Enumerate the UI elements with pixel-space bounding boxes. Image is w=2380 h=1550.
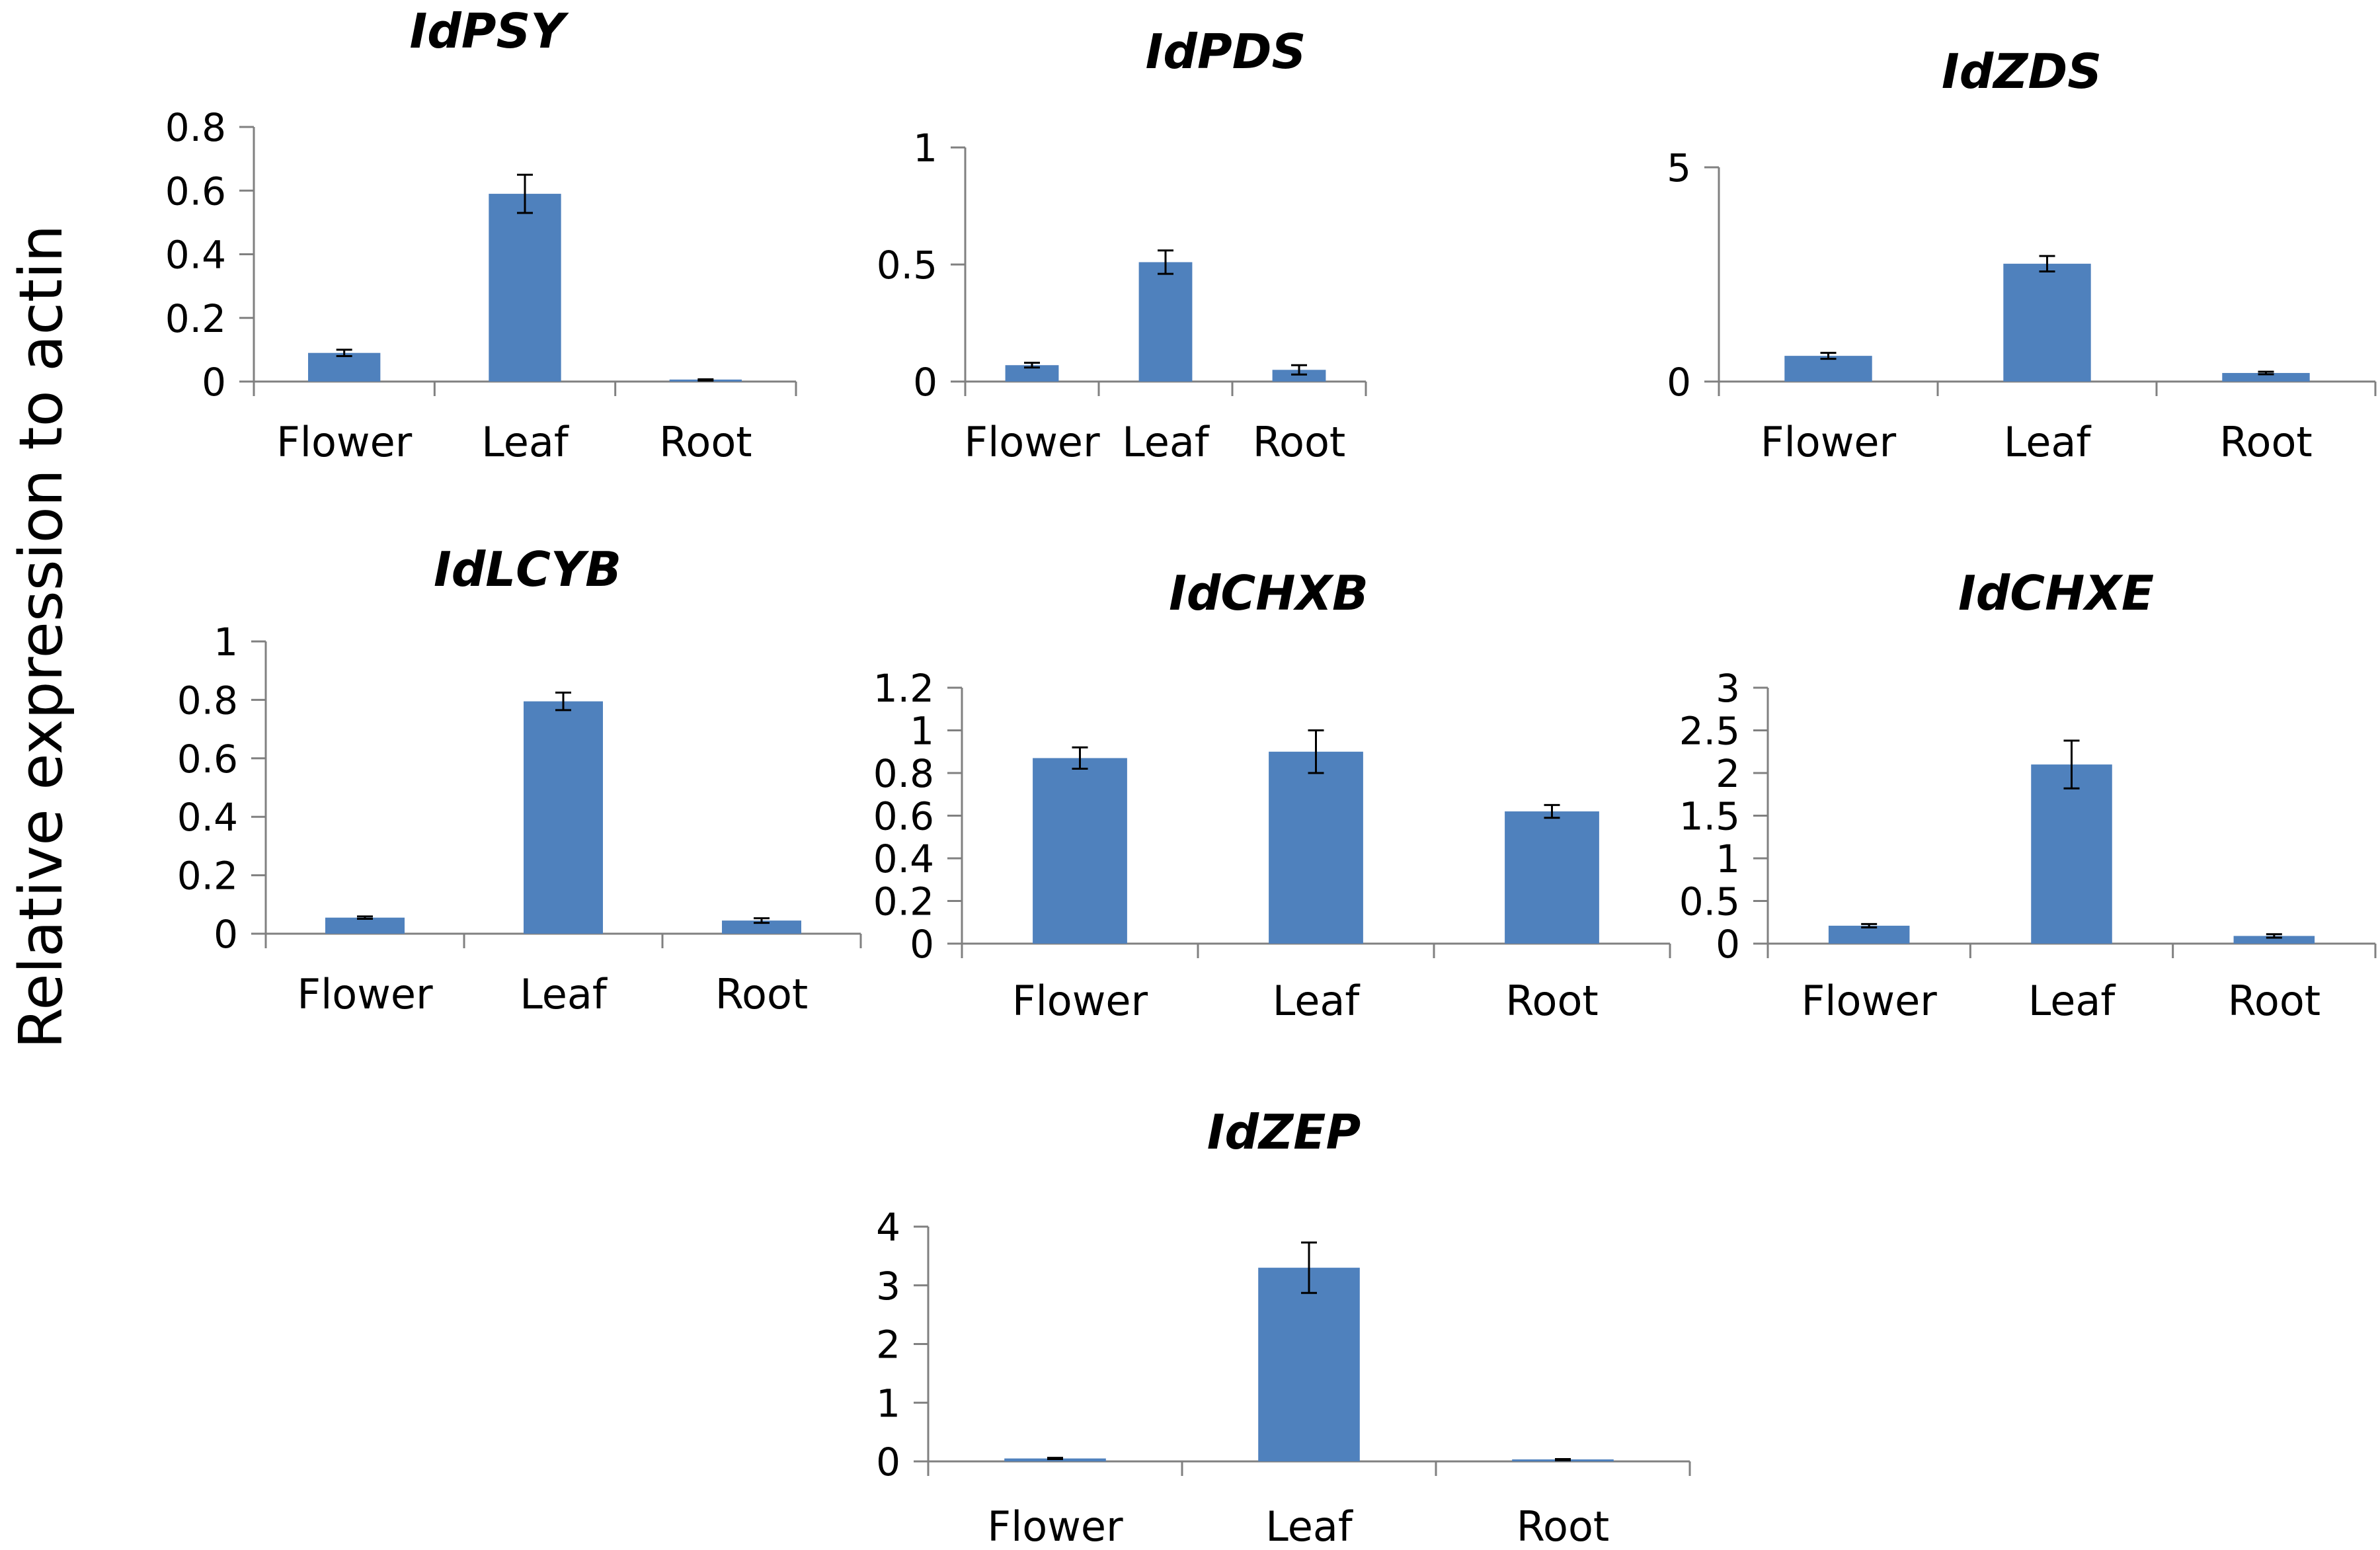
category-label: Flower — [1761, 418, 1897, 466]
y-tick-label: 1 — [876, 1381, 900, 1426]
y-tick-label: 3 — [1716, 666, 1740, 711]
category-label: Root — [715, 970, 808, 1018]
chart-title: IdPSY — [409, 3, 569, 59]
bar-leaf — [489, 194, 561, 382]
y-tick-label: 1.2 — [873, 666, 934, 711]
category-label: Leaf — [1265, 1502, 1354, 1550]
category-label: Root — [659, 418, 752, 466]
chart-panel-IdPSY: IdPSY 0 0.2 0.4 0.6 0.8 Flower Leaf Root — [165, 3, 797, 466]
y-tick-label: 0.6 — [873, 794, 934, 839]
y-tick-label: 0.5 — [1679, 879, 1740, 924]
category-label: Leaf — [1122, 418, 1210, 466]
category-label: Leaf — [1273, 977, 1361, 1025]
bar-root — [1272, 370, 1326, 382]
y-tick-label: 0.8 — [165, 105, 226, 150]
category-label: Flower — [297, 970, 433, 1018]
y-tick-label: 0.4 — [177, 795, 238, 840]
chart-panel-IdZDS: IdZDS 0 5 Flower Leaf Root — [1667, 44, 2377, 466]
y-tick-label: 0.4 — [165, 233, 226, 278]
y-axis-label: Relative expression to actin — [7, 225, 76, 1049]
bar-root — [1505, 811, 1599, 944]
chart-panel-IdPDS: IdPDS 0 0.5 1 Flower Leaf Root — [877, 24, 1367, 466]
y-tick-label: 3 — [876, 1264, 900, 1309]
bar-flower — [1784, 356, 1872, 382]
y-tick-label: 5 — [1667, 145, 1691, 190]
y-tick-label: 0 — [1667, 360, 1691, 405]
y-tick-label: 0 — [876, 1440, 900, 1485]
category-label: Flower — [1012, 977, 1148, 1025]
y-tick-label: 0.6 — [177, 737, 238, 782]
y-tick-label: 2.5 — [1679, 709, 1740, 754]
bar-root — [2233, 936, 2315, 944]
bar-flower — [308, 352, 381, 382]
y-tick-label: 1.5 — [1679, 794, 1740, 839]
y-tick-label: 0.2 — [177, 854, 238, 899]
y-tick-label: 0 — [1716, 922, 1740, 967]
y-tick-label: 0.6 — [165, 169, 226, 214]
y-tick-label: 0 — [202, 360, 226, 405]
y-tick-label: 0 — [910, 922, 934, 967]
y-tick-label: 0.2 — [873, 879, 934, 924]
y-tick-label: 0.2 — [165, 296, 226, 341]
chart-panel-IdCHXB: IdCHXB 00.20.40.60.811.2 Flower Leaf Root — [873, 565, 1671, 1025]
chart-panel-IdCHXE: IdCHXE 00.511.522.53 Flower Leaf Root — [1679, 565, 2377, 1025]
y-tick-label: 0.4 — [873, 836, 934, 881]
bar-leaf — [2031, 764, 2112, 944]
category-label: Root — [2228, 977, 2320, 1025]
chart-title: IdLCYB — [434, 542, 621, 597]
bar-flower — [1033, 758, 1127, 944]
chart-title: IdCHXB — [1169, 565, 1368, 621]
bar-leaf — [2003, 263, 2091, 382]
category-label: Flower — [276, 418, 413, 466]
category-label: Root — [1517, 1502, 1609, 1550]
category-label: Leaf — [481, 418, 570, 466]
chart-panel-IdLCYB: IdLCYB 0 0.2 0.4 0.6 0.8 1 Flower Leaf Root — [177, 542, 862, 1018]
chart-title: IdZEP — [1207, 1104, 1361, 1160]
category-label: Flower — [1802, 977, 1938, 1025]
y-tick-label: 4 — [876, 1205, 900, 1250]
bar-flower — [325, 917, 405, 934]
category-label: Root — [1505, 977, 1598, 1025]
y-tick-label: 1 — [913, 126, 937, 171]
chart-panel-IdZEP: IdZEP 0 1 2 3 4 Flower Leaf Root — [876, 1104, 1691, 1550]
bar-root — [722, 920, 801, 934]
category-label: Flower — [987, 1502, 1123, 1550]
category-label: Leaf — [520, 970, 608, 1018]
category-label: Leaf — [2028, 977, 2117, 1025]
bar-leaf — [1269, 751, 1363, 944]
chart-title: IdCHXE — [1958, 565, 2154, 621]
bar-root — [2222, 373, 2310, 382]
category-label: Root — [1253, 418, 1345, 466]
bar-leaf — [524, 701, 603, 934]
y-tick-label: 0.8 — [177, 678, 238, 723]
y-tick-label: 0 — [214, 912, 238, 957]
category-label: Flower — [964, 418, 1100, 466]
y-tick-label: 1 — [214, 620, 238, 665]
y-tick-label: 1 — [1716, 836, 1740, 881]
y-tick-label: 2 — [1716, 751, 1740, 796]
y-tick-label: 0.5 — [877, 243, 937, 288]
y-tick-label: 1 — [910, 709, 934, 754]
category-label: Leaf — [2004, 418, 2092, 466]
bar-leaf — [1138, 262, 1193, 382]
chart-title: IdPDS — [1146, 24, 1306, 79]
y-tick-label: 0 — [913, 360, 937, 405]
category-label: Root — [2219, 418, 2312, 466]
chart-title: IdZDS — [1942, 44, 2102, 99]
y-tick-label: 2 — [876, 1323, 900, 1367]
y-tick-label: 0.8 — [873, 751, 934, 796]
bar-leaf — [1258, 1268, 1360, 1461]
bar-flower — [1828, 925, 1910, 944]
